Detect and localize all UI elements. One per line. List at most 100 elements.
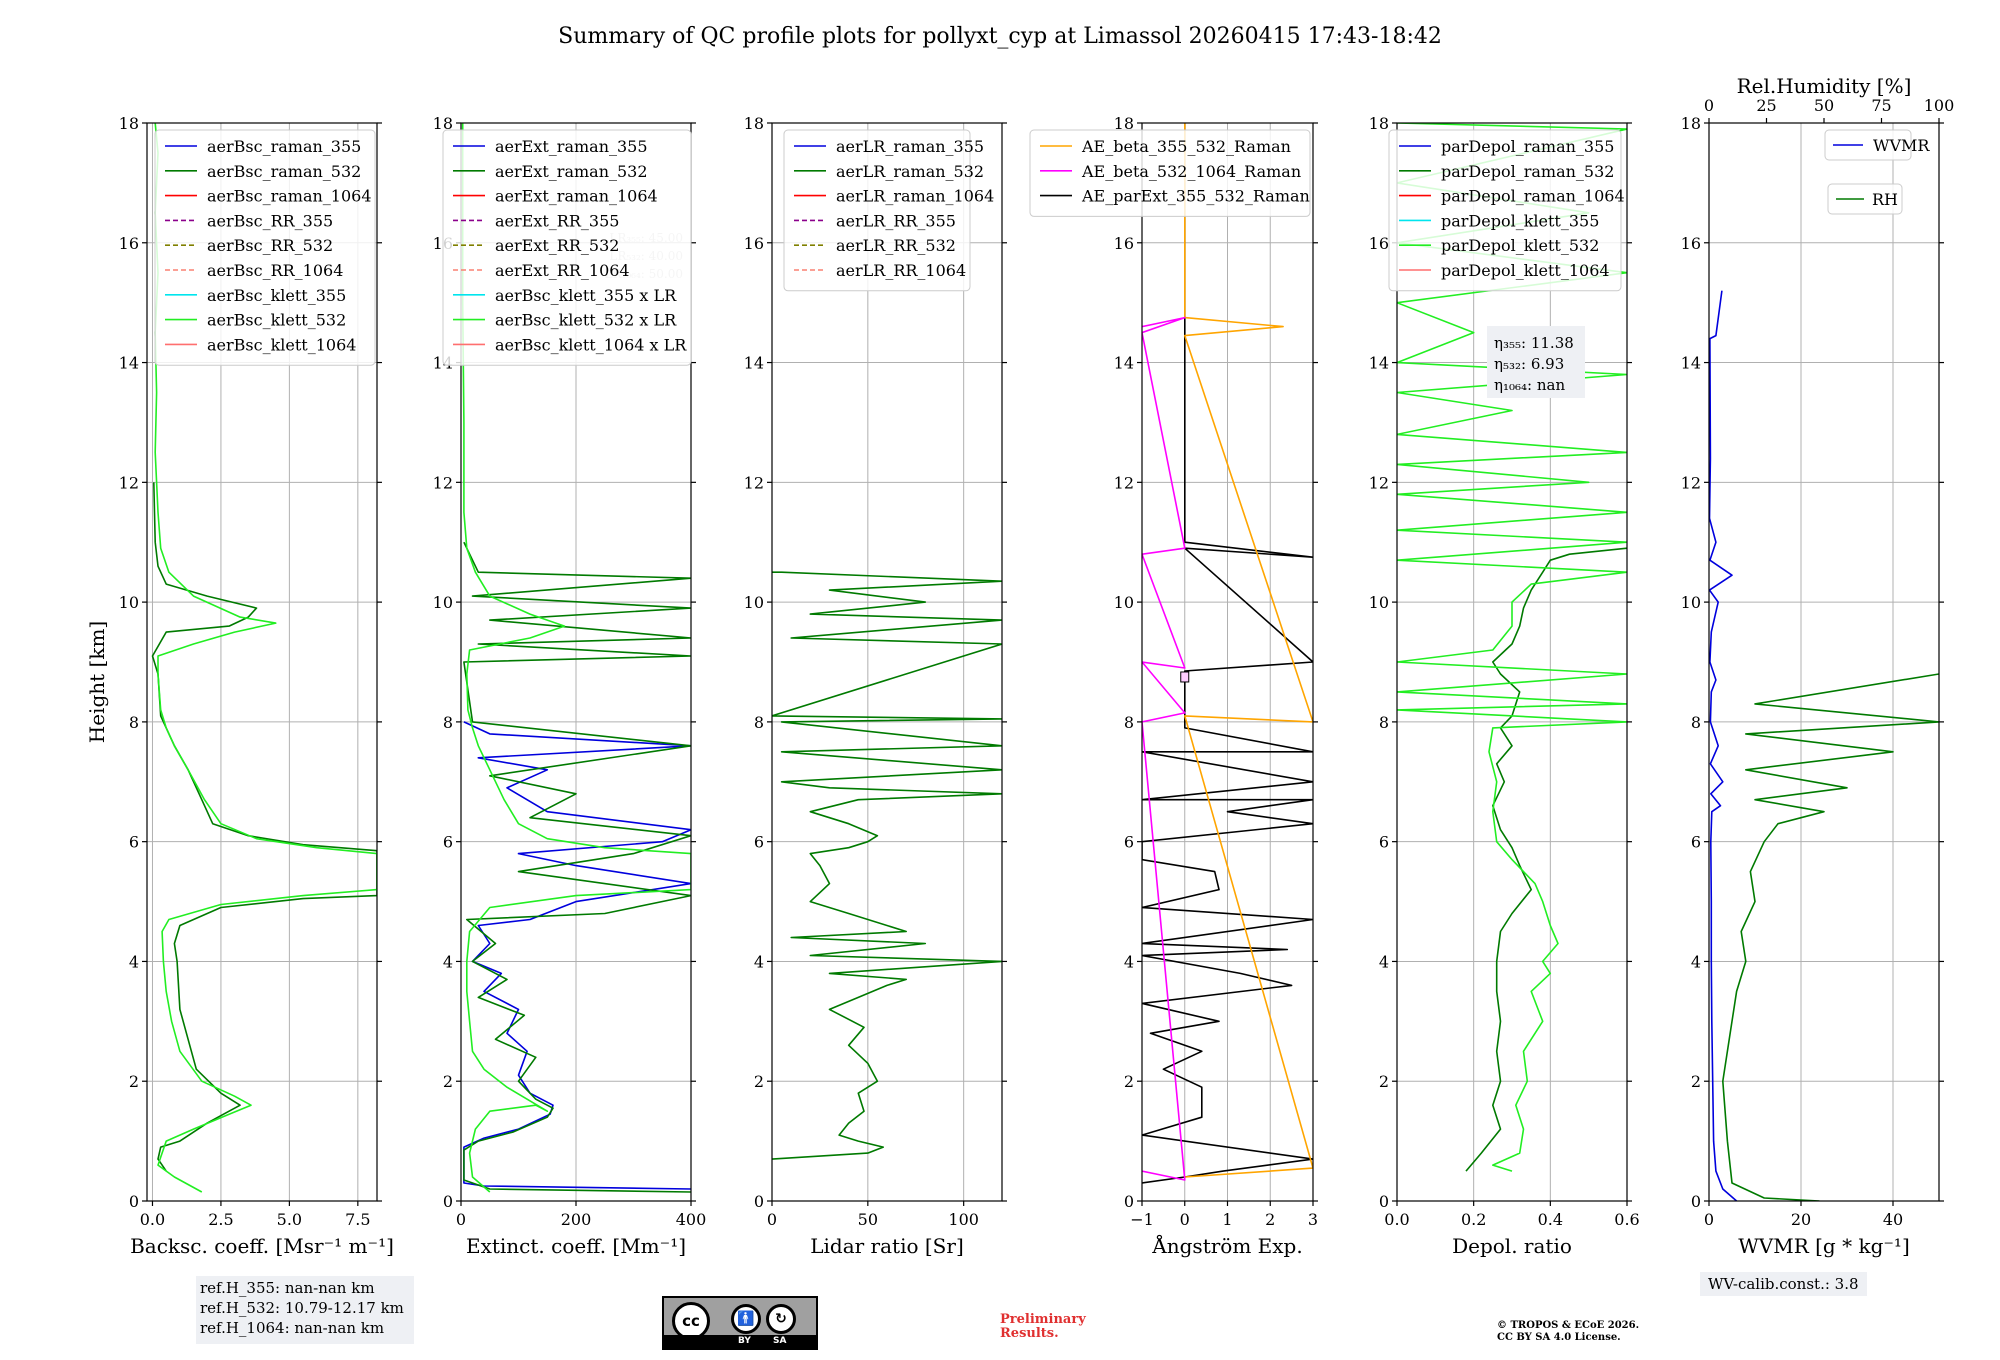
x-tick-label: 0.6 (1614, 1210, 1639, 1229)
y-tick-label: 0 (1379, 1192, 1389, 1211)
x-axis-label: Backsc. coeff. [Msr⁻¹ m⁻¹] (130, 1234, 394, 1258)
legend-frame (1824, 129, 1912, 161)
y-tick-label: 2 (129, 1072, 139, 1091)
reference-height-box: ref.H_355: nan-nan km ref.H_532: 10.79-1… (196, 1276, 414, 1344)
y-tick-label: 16 (1681, 234, 1701, 253)
legend-label: AE_beta_532_1064_Raman (1081, 162, 1301, 181)
legend-frame (1029, 129, 1311, 217)
y-tick-label: 18 (1369, 114, 1389, 133)
legend-label: aerBsc_klett_1064 (207, 335, 356, 354)
x-axis-label: Depol. ratio (1452, 1234, 1572, 1258)
y-tick-label: 6 (1124, 833, 1134, 852)
x-tick-label: 0 (1180, 1210, 1190, 1229)
legend-label: aerBsc_RR_532 (207, 236, 333, 255)
legend-frame (442, 129, 692, 366)
y-tick-label: 12 (744, 473, 764, 492)
series-line-aerBsc_klett_532 (154, 123, 377, 1193)
series-group (151, 123, 377, 1193)
x-tick-label: 0.4 (1538, 1210, 1563, 1229)
legend-label: AE_parExt_355_532_Raman (1081, 187, 1310, 206)
y-tick-label: 4 (129, 952, 139, 971)
y-tick-label: 6 (754, 833, 764, 852)
series-group (461, 123, 691, 1193)
panel-lr: 0 2 4 6 8 10 12 14 16 18 0 50 100 Lidar ratio [Sr] aer… (744, 114, 1007, 1258)
y-tick-label: 18 (433, 114, 453, 133)
legend-label: aerExt_raman_532 (495, 162, 648, 181)
legend-frame (783, 129, 971, 292)
ref-h-355: ref.H_355: nan-nan km (200, 1279, 375, 1297)
y-tick-label: 14 (1114, 354, 1134, 373)
y-tick-label: 12 (119, 473, 139, 492)
legend-label: aerBsc_klett_532 x LR (495, 311, 677, 330)
panel-depol: 0 2 4 6 8 10 12 14 16 18 0.0 0.2 0.4 0.6 Depol. ratio η… (1369, 114, 1640, 1258)
x-tick-label: 0.0 (140, 1210, 165, 1229)
y-tick-label: 10 (119, 593, 139, 612)
legend-label: parDepol_klett_1064 (1441, 261, 1610, 280)
legend-label: aerLR_RR_1064 (836, 261, 966, 280)
y-tick-label: 18 (1681, 114, 1701, 133)
by-attribution-icon: 🚹 (731, 1304, 761, 1334)
eta-box (1487, 326, 1585, 398)
series-line-AE_beta_532_1064_Raman (1142, 316, 1186, 1181)
wv-calibration-constant: WV-calib.const.: 3.8 (1700, 1272, 1867, 1296)
legend-label: aerBsc_raman_1064 (207, 187, 372, 206)
series-group (1142, 123, 1313, 1184)
legend-label: aerLR_raman_355 (836, 137, 984, 156)
series-line-aerLR_raman_532 (772, 571, 1002, 1160)
legend-label: aerBsc_klett_355 x LR (495, 286, 677, 305)
ref-h-532: ref.H_532: 10.79-12.17 km (200, 1299, 404, 1317)
axes-frame (1708, 122, 1940, 1202)
ref-h-1064: ref.H_1064: nan-nan km (200, 1319, 385, 1337)
legend: aerExt_raman_355 aerExt_raman_532 aerExt_r… (442, 129, 692, 366)
x-axis-label: Ångström Exp. (1151, 1233, 1302, 1258)
y-tick-label: 8 (1379, 713, 1389, 732)
top-x-tick-label: 75 (1871, 96, 1891, 115)
series-line-AE_beta_355_532_Raman (1184, 123, 1313, 1178)
y-tick-label: 10 (744, 593, 764, 612)
legend-label: parDepol_raman_1064 (1441, 187, 1625, 206)
y-tick-label: 4 (443, 952, 453, 971)
y-tick-label: 10 (1681, 593, 1701, 612)
legend: AE_beta_355_532_Raman AE_beta_532_1064_Ra… (1029, 129, 1311, 217)
y-tick-label: 2 (1124, 1072, 1134, 1091)
legend-label: aerBsc_RR_355 (207, 211, 333, 230)
y-tick-label: 8 (1691, 713, 1701, 732)
x-tick-label: 5.0 (277, 1210, 302, 1229)
panel-ext: 0246810121416180200400Extinct. coeff. [M… (433, 114, 707, 1258)
series-group (772, 571, 1002, 1160)
axes-frame (146, 122, 378, 1202)
copyright-line-2: CC BY SA 4.0 License. (1497, 1332, 1621, 1343)
x-tick-label: 1 (1222, 1210, 1232, 1229)
legend-label: RH (1872, 190, 1898, 209)
y-tick-label: 0 (754, 1192, 764, 1211)
legend-label: aerLR_raman_532 (836, 162, 984, 181)
x-tick-label: 2.5 (208, 1210, 233, 1229)
legend-label: parDepol_klett_532 (1441, 236, 1599, 255)
ae-marker (1180, 671, 1190, 683)
y-tick-label: 2 (754, 1072, 764, 1091)
series-line-aerBsc_raman_532 (151, 482, 377, 1172)
y-tick-label: 0 (129, 1192, 139, 1211)
y-tick-label: 2 (1379, 1072, 1389, 1091)
y-axis-label: Height [km] (85, 621, 109, 743)
y-tick-label: 0 (443, 1192, 453, 1211)
legend-label: parDepol_raman_355 (1441, 137, 1614, 156)
legend-label: aerLR_RR_532 (836, 236, 956, 255)
top-x-tick-label: 25 (1756, 96, 1776, 115)
y-tick-label: 8 (1124, 713, 1134, 732)
cc-sa-label: SA (773, 1336, 787, 1346)
x-tick-label: 50 (858, 1210, 878, 1229)
copyright-line-1: © TROPOS & ECoE 2026. (1497, 1320, 1640, 1331)
y-tick-label: 12 (1114, 473, 1134, 492)
eta-text: η₅₃₂: 6.93 (1494, 355, 1564, 373)
legend-label: parDepol_klett_355 (1441, 211, 1599, 230)
series-line-AE_parExt_355_532_Raman (1142, 123, 1313, 1184)
legend-frame (1827, 183, 1903, 215)
y-tick-label: 14 (119, 354, 139, 373)
top-x-tick-label: 50 (1814, 96, 1834, 115)
x-tick-label: 0.0 (1384, 1210, 1409, 1229)
cc-icon: cc (672, 1302, 710, 1340)
